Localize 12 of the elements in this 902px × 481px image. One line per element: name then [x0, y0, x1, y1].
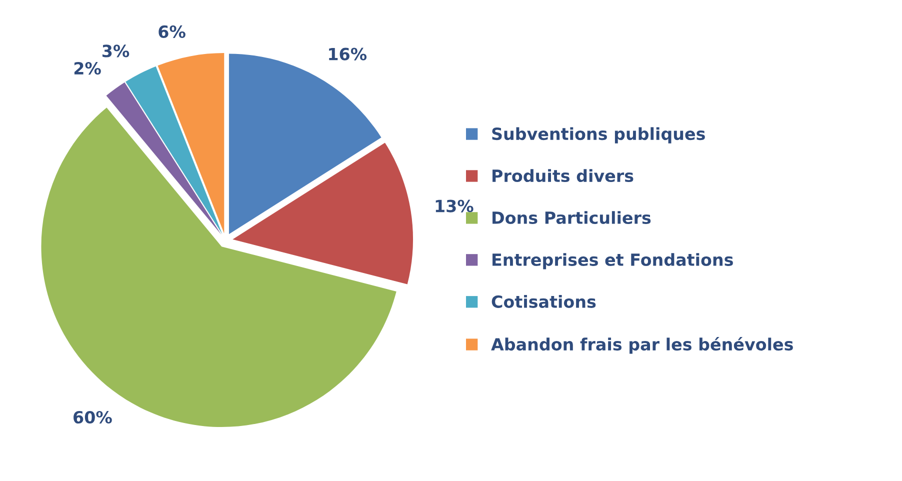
legend-label: Cotisations [492, 295, 596, 308]
legend-label: Produits divers [492, 169, 634, 182]
data-label: 13% [436, 200, 474, 212]
data-label: 6% [158, 25, 186, 38]
data-label: 3% [102, 44, 130, 58]
legend-label: Subventions publiques [492, 127, 705, 144]
data-label: 16% [329, 48, 367, 60]
legend-label: Abandon frais par les bénévoles [491, 337, 793, 354]
data-label: 60% [74, 410, 112, 424]
legend-label: Entreprises et Fondations [492, 253, 733, 270]
legend-label: Dons Particuliers [492, 211, 651, 224]
data-label: 2% [74, 62, 101, 75]
